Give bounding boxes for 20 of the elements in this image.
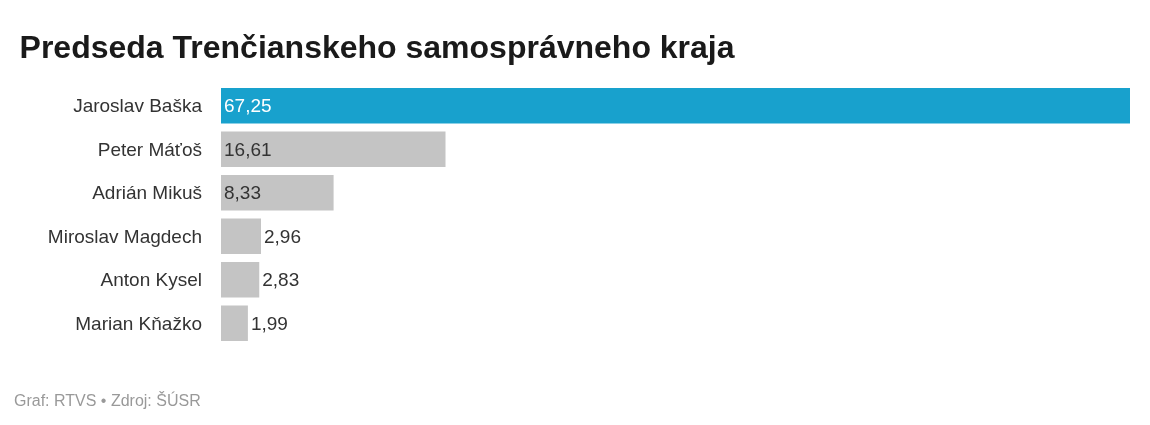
bar: [221, 261, 260, 298]
y-tick-label: Adrián Mikuš: [92, 182, 202, 204]
data-label: 2,96: [264, 225, 301, 247]
text: Graf: RTVS • Zdroj: ŠÚSR: [14, 391, 201, 409]
data-label: 67,25: [224, 95, 272, 117]
chart-title: Predseda Trenčianskeho samosprávneho kraja: [19, 28, 735, 65]
bar: [221, 218, 262, 255]
bar: [221, 87, 1130, 124]
y-tick-label: Marian Kňažko: [75, 312, 202, 334]
data-label: 8,33: [224, 182, 261, 204]
data-label: 16,61: [224, 138, 272, 160]
y-tick-label: Jaroslav Baška: [73, 95, 203, 117]
bar: [221, 131, 446, 168]
y-tick-label: Peter Máťoš: [97, 138, 202, 160]
bar: [221, 305, 248, 342]
bar: [221, 174, 334, 211]
data-label: 1,99: [250, 312, 288, 334]
y-tick-label: Miroslav Magdech: [47, 225, 202, 247]
data-label: 2,83: [262, 269, 300, 291]
y-tick-label: Anton Kysel: [100, 269, 202, 291]
